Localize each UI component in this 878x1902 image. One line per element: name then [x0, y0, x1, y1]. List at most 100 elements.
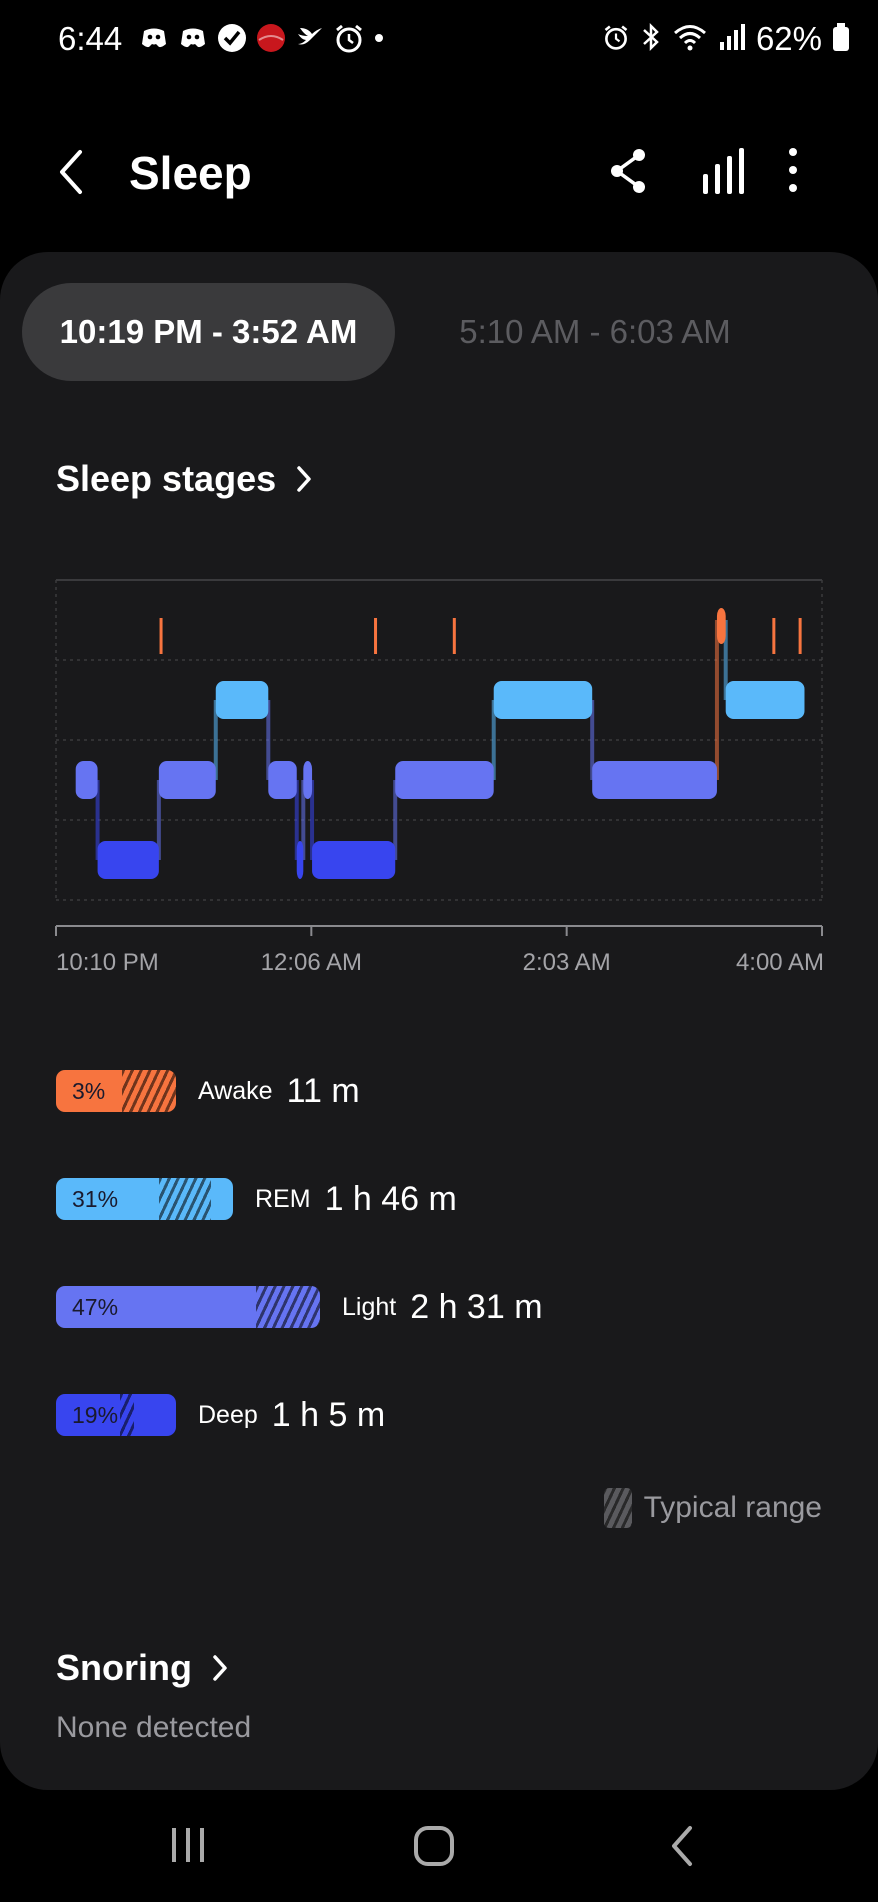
- battery-percent: 62%: [755, 20, 822, 57]
- recents-icon: [172, 1828, 204, 1862]
- stage-transition: [310, 780, 315, 860]
- discord-icon: [138, 22, 170, 54]
- system-nav-bar: [0, 1790, 878, 1902]
- hypnogram-svg: 10:10 PM 12:06 AM 2:03 AM 4:00 AM: [55, 579, 824, 976]
- stage-percent: 19%: [72, 1402, 119, 1428]
- trends-button[interactable]: [698, 144, 748, 198]
- typical-range-hatch: [159, 1178, 211, 1220]
- stage-transition: [95, 780, 100, 860]
- stage-duration: 11 m: [286, 1071, 360, 1110]
- x-tick-label: 4:00 AM: [736, 949, 824, 976]
- stage-segment-light: [303, 761, 313, 799]
- stage-percent: 3%: [72, 1078, 106, 1104]
- stage-transition: [294, 780, 299, 860]
- signal-icon: [718, 22, 746, 57]
- stage-label: Deep: [198, 1400, 258, 1429]
- stage-transition: [301, 780, 306, 860]
- stage-duration: 1 h 46 m: [324, 1179, 457, 1218]
- more-vert-icon: [789, 148, 797, 192]
- recents-button[interactable]: [158, 1820, 218, 1872]
- back-button[interactable]: [52, 146, 92, 198]
- stage-bar: 19%: [56, 1394, 176, 1436]
- stage-bar: 47%: [56, 1286, 320, 1328]
- typical-range-label: Typical range: [643, 1491, 822, 1524]
- sleep-detail-card: [0, 252, 878, 1790]
- stage-transition: [491, 700, 496, 780]
- stage-bar: 31%: [56, 1178, 233, 1220]
- page-title: Sleep: [129, 147, 252, 199]
- more-options-button[interactable]: [778, 144, 808, 198]
- stage-segment-light: [395, 761, 494, 799]
- awake-tick: [772, 618, 776, 654]
- sleep-stages-title: Sleep stages: [56, 458, 277, 499]
- hypnogram-chart: 10:10 PM 12:06 AM 2:03 AM 4:00 AM: [0, 560, 878, 980]
- sleep-stages-link[interactable]: Sleep stages: [56, 458, 314, 500]
- share-icon: [611, 149, 645, 193]
- awake-tick: [798, 618, 802, 654]
- stage-label: Light: [342, 1292, 397, 1321]
- awake-tick: [159, 618, 163, 654]
- notification-dot-icon: [372, 22, 386, 54]
- stage-transition: [393, 780, 398, 860]
- bluetooth-icon: [640, 22, 662, 57]
- snoring-status: None detected: [56, 1711, 252, 1744]
- snoring-title: Snoring: [56, 1647, 192, 1688]
- stage-percent: 31%: [72, 1186, 119, 1212]
- stage-row-light: 47% Light 2 h 31 m: [56, 1286, 543, 1328]
- stage-percent: 47%: [72, 1294, 119, 1320]
- x-tick-label: 12:06 AM: [261, 949, 362, 976]
- stage-segment-light: [158, 761, 216, 799]
- typical-range-hatch: [256, 1286, 320, 1328]
- home-icon: [414, 1826, 454, 1866]
- stage-transition: [723, 620, 728, 700]
- stage-segment-light: [268, 761, 297, 799]
- nav-back-button[interactable]: [652, 1820, 712, 1872]
- notification-icons: [138, 22, 386, 54]
- stage-transition: [266, 700, 271, 780]
- chevron-right-icon: [213, 1655, 227, 1681]
- stage-transition: [714, 620, 719, 780]
- chevron-right-icon: [297, 466, 311, 492]
- stage-segment-rem: [215, 681, 269, 719]
- status-bar: 6:44: [0, 0, 878, 78]
- status-time: 6:44: [58, 20, 123, 57]
- awake-tick: [374, 618, 378, 654]
- alarm-icon: [333, 22, 365, 54]
- stage-transition: [590, 700, 595, 780]
- back-icon: [60, 150, 82, 194]
- x-tick-label: 2:03 AM: [523, 949, 611, 976]
- typical-range-legend: Typical range: [603, 1488, 822, 1528]
- typical-range-swatch: [603, 1488, 632, 1528]
- stage-segment-light: [592, 761, 717, 799]
- session-tab-selected[interactable]: 10:19 PM - 3:52 AM: [22, 283, 395, 381]
- system-icons: 62%: [602, 20, 850, 58]
- red-circle-icon: [255, 22, 287, 54]
- stage-row-deep: 19% Deep 1 h 5 m: [56, 1394, 385, 1436]
- share-button[interactable]: [604, 144, 654, 198]
- x-tick-label: 10:10 PM: [56, 949, 159, 976]
- back-icon: [672, 1826, 692, 1866]
- stage-transition: [213, 700, 218, 780]
- session-tab[interactable]: 5:10 AM - 6:03 AM: [459, 313, 731, 350]
- awake-tick: [452, 618, 456, 654]
- stage-row-rem: 31% REM 1 h 46 m: [56, 1178, 457, 1220]
- stage-bar: 3%: [56, 1070, 176, 1112]
- bar-chart-icon: [703, 148, 744, 194]
- typical-range-hatch: [122, 1070, 176, 1112]
- stage-duration: 1 h 5 m: [271, 1395, 386, 1434]
- discord-icon: [177, 22, 209, 54]
- stage-segment-rem: [493, 681, 593, 719]
- wifi-icon: [672, 22, 708, 57]
- stage-label: Awake: [198, 1076, 273, 1105]
- snoring-link[interactable]: Snoring: [56, 1647, 230, 1689]
- battery-icon: [832, 22, 850, 57]
- stage-segment-deep: [296, 841, 304, 879]
- stage-transition: [156, 780, 161, 860]
- stage-segment-light: [75, 761, 98, 799]
- bird-icon: [294, 22, 326, 54]
- stage-row-awake: 3% Awake 11 m: [56, 1070, 360, 1112]
- home-button[interactable]: [404, 1820, 464, 1872]
- stage-segment-rem: [725, 681, 805, 719]
- alarm-icon: [602, 22, 630, 57]
- stage-segment-deep: [97, 841, 159, 879]
